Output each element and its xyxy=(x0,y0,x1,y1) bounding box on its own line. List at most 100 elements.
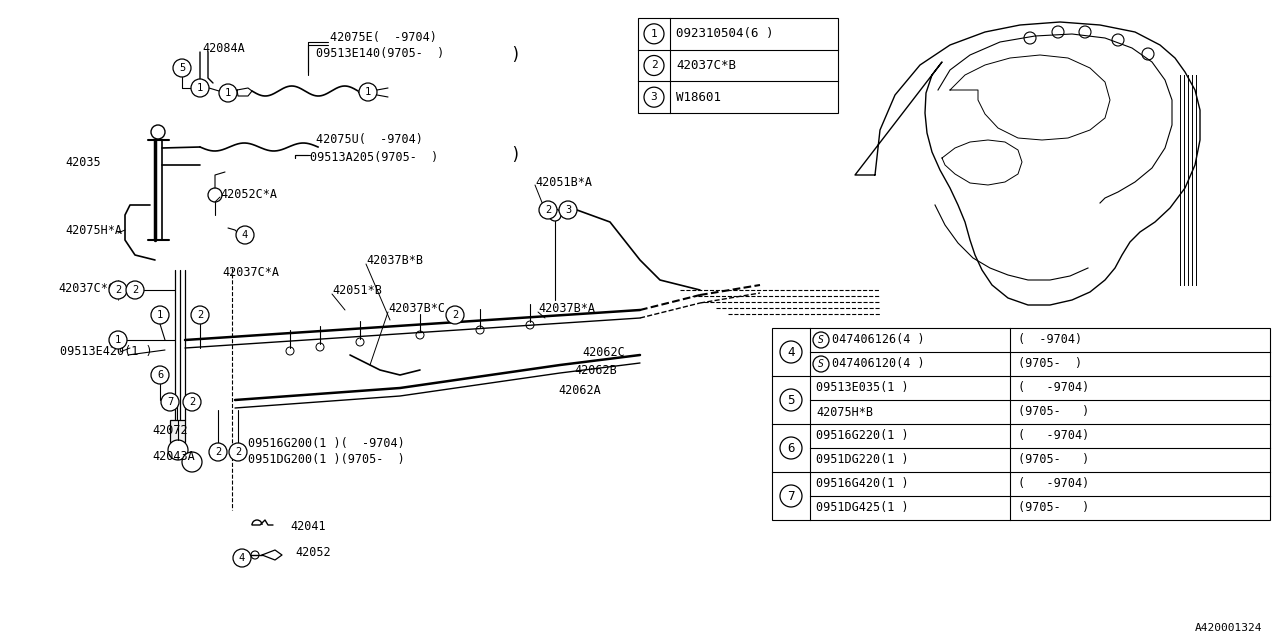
Text: 42062C: 42062C xyxy=(582,346,625,358)
Text: 1: 1 xyxy=(197,83,204,93)
Text: (   -9704): ( -9704) xyxy=(1018,429,1089,442)
Text: 42062A: 42062A xyxy=(558,383,600,397)
Circle shape xyxy=(182,452,202,472)
Text: 1: 1 xyxy=(365,87,371,97)
Bar xyxy=(637,18,838,113)
Text: 09513E035(1 ): 09513E035(1 ) xyxy=(817,381,909,394)
Text: (9705-   ): (9705- ) xyxy=(1018,406,1089,419)
Text: 3: 3 xyxy=(650,92,658,102)
Text: (9705-   ): (9705- ) xyxy=(1018,502,1089,515)
Text: 2: 2 xyxy=(132,285,138,295)
Text: 2: 2 xyxy=(545,205,552,215)
Circle shape xyxy=(813,332,829,348)
Text: 5: 5 xyxy=(787,394,795,406)
Text: 0951DG220(1 ): 0951DG220(1 ) xyxy=(817,454,909,467)
Text: 42037B*B: 42037B*B xyxy=(366,253,422,266)
Circle shape xyxy=(1024,32,1036,44)
Text: 2: 2 xyxy=(197,310,204,320)
Circle shape xyxy=(251,551,259,559)
Circle shape xyxy=(207,188,221,202)
Circle shape xyxy=(780,437,803,459)
Circle shape xyxy=(173,59,191,77)
Text: 2: 2 xyxy=(650,61,658,70)
Text: 42037C*B: 42037C*B xyxy=(676,59,736,72)
Text: 047406126(4 ): 047406126(4 ) xyxy=(832,333,924,346)
Text: 42043A: 42043A xyxy=(152,451,195,463)
Text: 1: 1 xyxy=(225,88,232,98)
Text: 5: 5 xyxy=(179,63,186,73)
Text: 4: 4 xyxy=(242,230,248,240)
Circle shape xyxy=(285,347,294,355)
Text: 09513E420(1 ): 09513E420(1 ) xyxy=(60,346,152,358)
Text: (  -9704): ( -9704) xyxy=(1018,333,1082,346)
Text: (   -9704): ( -9704) xyxy=(1018,381,1089,394)
Text: 42075E(  -9704): 42075E( -9704) xyxy=(330,31,436,45)
Bar xyxy=(170,420,186,442)
Text: 4: 4 xyxy=(239,553,246,563)
Circle shape xyxy=(559,201,577,219)
Circle shape xyxy=(229,443,247,461)
Text: 42051*B: 42051*B xyxy=(332,284,381,296)
Circle shape xyxy=(644,24,664,44)
Text: 42051B*A: 42051B*A xyxy=(535,175,591,189)
Circle shape xyxy=(236,226,253,244)
Text: 7: 7 xyxy=(787,490,795,502)
Text: 09513A205(9705-  ): 09513A205(9705- ) xyxy=(310,150,438,163)
Circle shape xyxy=(151,366,169,384)
Text: (   -9704): ( -9704) xyxy=(1018,477,1089,490)
Bar xyxy=(772,328,1270,520)
Circle shape xyxy=(416,331,424,339)
Text: 2: 2 xyxy=(234,447,241,457)
Text: 2: 2 xyxy=(452,310,458,320)
Circle shape xyxy=(780,485,803,507)
Circle shape xyxy=(125,281,143,299)
Circle shape xyxy=(476,326,484,334)
Circle shape xyxy=(191,306,209,324)
Text: 42037B*C: 42037B*C xyxy=(388,301,445,314)
Text: 2: 2 xyxy=(215,447,221,457)
Text: 42084A: 42084A xyxy=(202,42,244,54)
Text: 7: 7 xyxy=(166,397,173,407)
Text: 42062B: 42062B xyxy=(573,365,617,378)
Text: 047406120(4 ): 047406120(4 ) xyxy=(832,358,924,371)
Text: ): ) xyxy=(509,146,520,164)
Circle shape xyxy=(151,125,165,139)
Text: 42037C*A: 42037C*A xyxy=(221,266,279,278)
Circle shape xyxy=(233,549,251,567)
Circle shape xyxy=(316,343,324,351)
Circle shape xyxy=(183,393,201,411)
Text: 42072: 42072 xyxy=(152,424,188,436)
Text: 1: 1 xyxy=(157,310,163,320)
Circle shape xyxy=(526,321,534,329)
Text: 42052: 42052 xyxy=(294,547,330,559)
Text: 3: 3 xyxy=(564,205,571,215)
Text: 42075U(  -9704): 42075U( -9704) xyxy=(316,134,422,147)
Circle shape xyxy=(356,338,364,346)
Circle shape xyxy=(1142,48,1155,60)
Text: 0951DG200(1 )(9705-  ): 0951DG200(1 )(9705- ) xyxy=(248,452,404,465)
Text: 09516G200(1 )(  -9704): 09516G200(1 )( -9704) xyxy=(248,436,404,449)
Circle shape xyxy=(549,209,561,221)
Text: 42075H*A: 42075H*A xyxy=(65,223,122,237)
Text: 42035: 42035 xyxy=(65,157,101,170)
Circle shape xyxy=(780,389,803,411)
Text: S: S xyxy=(818,335,824,345)
Text: ): ) xyxy=(509,46,520,64)
Text: 2: 2 xyxy=(189,397,195,407)
Text: 42052C*A: 42052C*A xyxy=(220,188,276,200)
Text: S: S xyxy=(818,359,824,369)
Circle shape xyxy=(644,87,664,107)
Circle shape xyxy=(644,56,664,76)
Text: 42041: 42041 xyxy=(291,520,325,534)
Circle shape xyxy=(168,440,188,460)
Circle shape xyxy=(109,281,127,299)
Circle shape xyxy=(219,84,237,102)
Circle shape xyxy=(1079,26,1091,38)
Circle shape xyxy=(780,341,803,363)
Text: 6: 6 xyxy=(157,370,163,380)
Text: 2: 2 xyxy=(115,285,122,295)
Circle shape xyxy=(1052,26,1064,38)
Circle shape xyxy=(191,79,209,97)
Text: 1: 1 xyxy=(115,335,122,345)
Text: 09516G420(1 ): 09516G420(1 ) xyxy=(817,477,909,490)
